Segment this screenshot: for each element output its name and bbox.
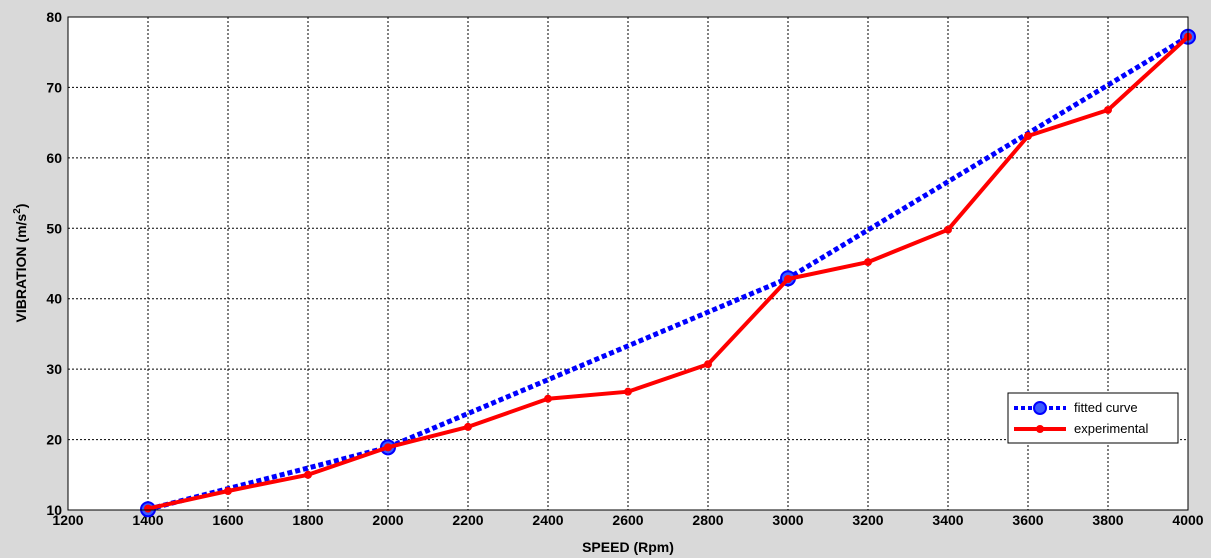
x-tick-label: 1200 [52, 512, 83, 528]
x-axis-title: SPEED (Rpm) [582, 539, 674, 555]
x-tick-label: 2800 [692, 512, 723, 528]
x-tick-label: 1600 [212, 512, 243, 528]
series-line-fitted-curve [147, 34, 1190, 512]
y-tick-label: 70 [46, 79, 62, 95]
data-point-experimental [224, 486, 232, 495]
x-tick-label: 2600 [612, 512, 643, 528]
data-point-experimental [944, 225, 952, 234]
y-tick-label: 60 [46, 150, 62, 166]
x-tick-label: 3000 [772, 512, 803, 528]
data-point-experimental [384, 443, 392, 452]
x-tick-label: 4000 [1172, 512, 1203, 528]
data-point-experimental [304, 470, 312, 479]
x-tick-label: 2400 [532, 512, 563, 528]
x-tick-label: 3400 [932, 512, 963, 528]
y-axis-title: VIBRATION (m/s2) [12, 204, 29, 323]
data-point-experimental [704, 360, 712, 369]
x-tick-label: 3600 [1012, 512, 1043, 528]
data-point-experimental [624, 387, 632, 396]
axis-ticks: 1200 1400 1600 1800 2000 2200 2400 2600 2800 3000… [46, 9, 1203, 528]
legend-box [1007, 392, 1179, 444]
y-tick-label: 40 [46, 291, 62, 307]
series-layer [140, 28, 1196, 518]
data-point-experimental [864, 258, 872, 267]
x-tick-label: 3200 [852, 512, 883, 528]
y-tick-label: 50 [46, 220, 62, 236]
series-line-experimental [147, 35, 1190, 511]
y-tick-label: 30 [46, 361, 62, 377]
legend-experimental-marker [1036, 425, 1044, 433]
data-point-experimental [464, 422, 472, 431]
y-axis-title-close: ) [13, 204, 29, 209]
y-axis-title-sup: 2 [12, 208, 23, 214]
grid [68, 17, 1188, 510]
legend-fitted-marker [1033, 401, 1047, 415]
data-point-experimental [1024, 132, 1032, 141]
legend-fitted-label: fitted curve [1074, 400, 1138, 415]
y-tick-label: 80 [46, 9, 62, 25]
data-point-experimental [144, 504, 152, 513]
data-point-experimental [1104, 105, 1112, 114]
plot-frame [67, 16, 1189, 511]
legend: fitted curve experimental [1007, 392, 1179, 444]
y-tick-label: 20 [46, 432, 62, 448]
x-tick-label: 3800 [1092, 512, 1123, 528]
x-tick-label: 2200 [452, 512, 483, 528]
data-point-experimental [784, 274, 792, 283]
plot-area [67, 16, 1189, 511]
legend-experimental-label: experimental [1074, 421, 1149, 436]
x-tick-label: 2000 [372, 512, 403, 528]
y-axis-title-main: VIBRATION (m/s [13, 214, 29, 323]
data-point-experimental [544, 394, 552, 403]
x-tick-label: 1800 [292, 512, 323, 528]
x-tick-label: 1400 [132, 512, 163, 528]
y-tick-label: 10 [46, 502, 62, 518]
